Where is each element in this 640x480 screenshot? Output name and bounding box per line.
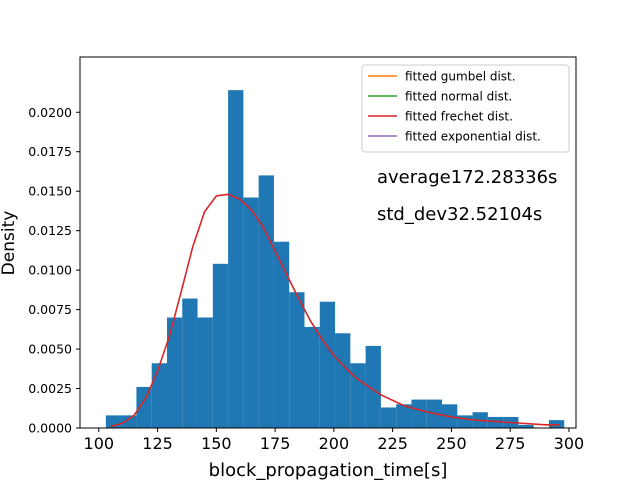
x-tick-label: 125: [142, 434, 173, 453]
histogram-bar: [258, 175, 274, 428]
y-axis-ticks: 0.0000 0.0025 0.0050 0.0075 0.0100 0.0125 0.01…: [28, 105, 80, 436]
x-tick-label: 300: [554, 434, 585, 453]
axes-border: [79, 56, 577, 429]
histogram-bar: [182, 298, 198, 428]
legend-label: fitted exponential dist.: [405, 130, 541, 144]
fit-curves: [110, 193, 560, 428]
histogram-bar: [121, 415, 137, 428]
average-annotation: average172.28336s: [377, 167, 557, 188]
histogram-bar: [335, 333, 351, 428]
histogram-bar: [166, 317, 183, 428]
histogram-bar: [518, 424, 534, 428]
x-tick-label: 150: [201, 434, 232, 453]
y-tick-label: 0.0125: [28, 223, 72, 238]
x-tick-label: 175: [260, 434, 291, 453]
legend-label: fitted normal dist.: [405, 90, 512, 104]
x-axis-ticks: 100 125 150 175 200 225 250 275 300: [84, 428, 585, 453]
y-axis-label: Density: [0, 211, 19, 276]
chart-legend: fitted gumbel dist. fitted normal dist. fi…: [361, 64, 570, 153]
y-tick-label: 0.0150: [28, 184, 72, 199]
histogram-bars: [105, 90, 565, 428]
x-axis-label: block_propagation_time[s]: [209, 460, 448, 480]
histogram-bar: [228, 90, 244, 428]
fitted-frechet-curve: [110, 193, 560, 428]
x-tick-label: 275: [495, 434, 526, 453]
histogram-bar: [212, 263, 229, 428]
histogram-bar: [243, 197, 259, 428]
histogram-bar: [273, 241, 290, 428]
histogram-bar: [365, 345, 381, 428]
y-tick-label: 0.0100: [28, 263, 72, 278]
axes-frame: [79, 56, 577, 429]
histogram-bar: [289, 292, 305, 428]
legend-label: fitted frechet dist.: [405, 110, 513, 124]
x-tick-label: 250: [436, 434, 467, 453]
x-tick-label: 100: [84, 434, 115, 453]
histogram-bar: [136, 386, 152, 428]
x-tick-label: 225: [377, 434, 408, 453]
histogram-bar: [197, 317, 213, 428]
y-tick-label: 0.0000: [28, 421, 72, 436]
y-tick-label: 0.0075: [28, 302, 72, 317]
legend-box: [361, 64, 570, 153]
histogram-bar: [380, 407, 397, 428]
histogram-bar: [487, 416, 504, 428]
y-tick-label: 0.0025: [28, 381, 72, 396]
y-tick-label: 0.0050: [28, 342, 72, 357]
x-tick-label: 200: [319, 434, 350, 453]
histogram-bar: [411, 399, 427, 428]
y-tick-label: 0.0200: [28, 105, 72, 120]
histogram-bar: [396, 404, 412, 428]
y-tick-label: 0.0175: [28, 144, 72, 159]
histogram-bar: [319, 301, 336, 428]
histogram-bar: [151, 363, 167, 428]
histogram-bar: [350, 363, 366, 428]
histogram-bar: [304, 326, 320, 428]
std-dev-annotation: std_dev32.52104s: [377, 204, 542, 225]
legend-label: fitted gumbel dist.: [405, 70, 516, 84]
